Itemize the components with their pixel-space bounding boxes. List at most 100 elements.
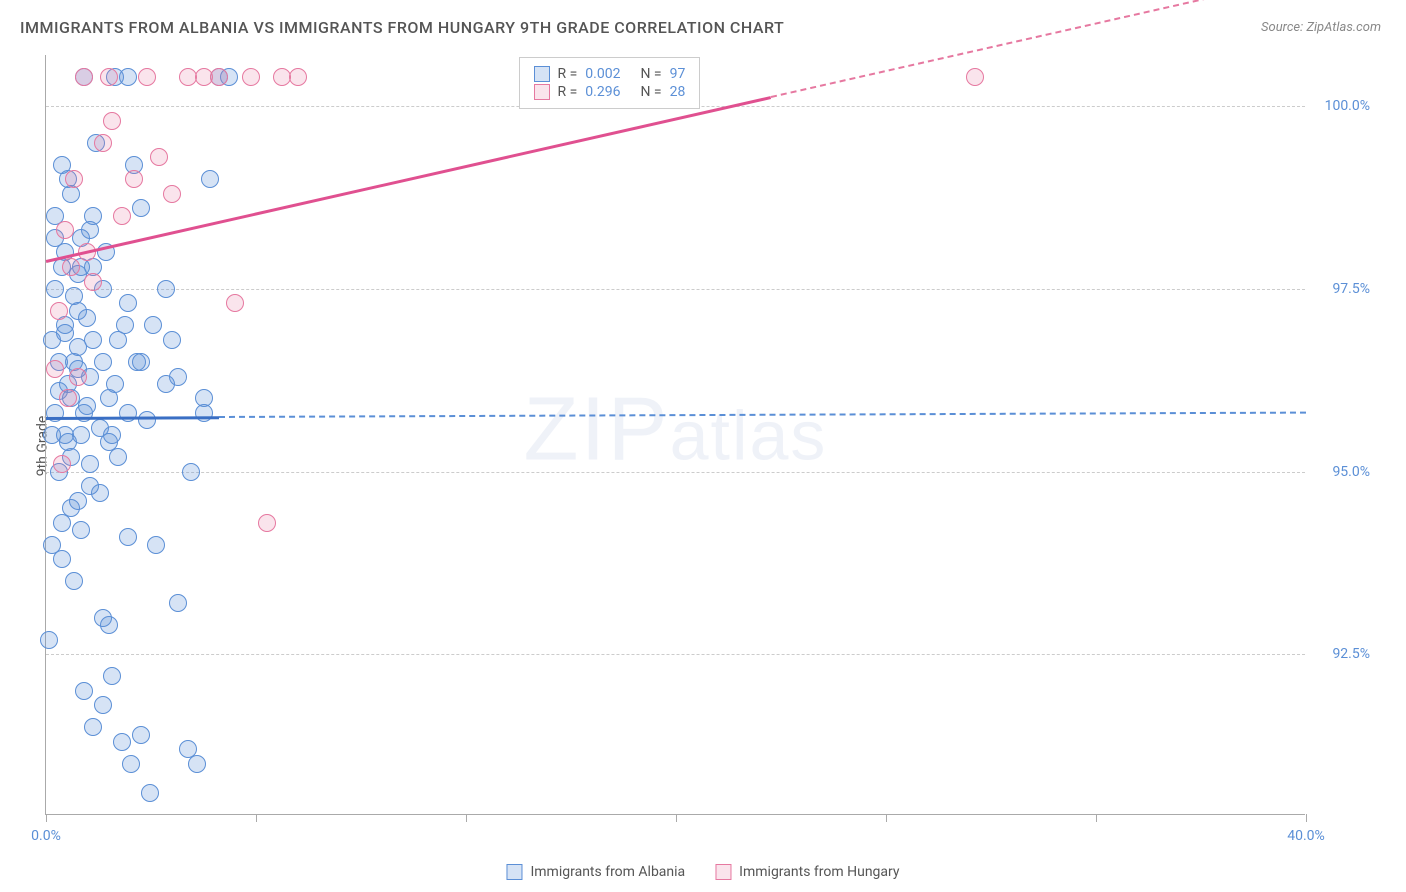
scatter-point [81, 455, 99, 473]
scatter-point [119, 294, 137, 312]
n-value: 28 [670, 84, 686, 100]
regression-line [46, 416, 219, 419]
scatter-point [132, 726, 150, 744]
scatter-point [94, 134, 112, 152]
scatter-point [53, 550, 71, 568]
ytick-label: 100.0% [1310, 98, 1370, 114]
legend-stats-row: R = 0.002N = 97 [534, 66, 686, 82]
regression-line [770, 0, 1306, 98]
scatter-point [75, 682, 93, 700]
scatter-point [65, 572, 83, 590]
r-value: 0.002 [585, 66, 620, 82]
scatter-point [169, 368, 187, 386]
scatter-point [106, 375, 124, 393]
regression-line [219, 412, 1306, 418]
scatter-point [119, 68, 137, 86]
chart-title: IMMIGRANTS FROM ALBANIA VS IMMIGRANTS FR… [20, 18, 784, 37]
legend-stats-row: R = 0.296N = 28 [534, 84, 686, 100]
plot-area: ZIPatlas 92.5%95.0%97.5%100.0%0.0%40.0%R… [45, 55, 1305, 815]
source-link[interactable]: ZipAtlas.com [1306, 20, 1381, 35]
scatter-point [103, 112, 121, 130]
scatter-point [43, 426, 61, 444]
scatter-point [113, 207, 131, 225]
scatter-point [144, 316, 162, 334]
chart-container: ZIPatlas 92.5%95.0%97.5%100.0%0.0%40.0%R… [45, 55, 1375, 815]
scatter-point [125, 170, 143, 188]
scatter-point [109, 331, 127, 349]
scatter-point [84, 718, 102, 736]
scatter-point [147, 536, 165, 554]
legend-label: Immigrants from Albania [530, 864, 685, 880]
scatter-point [72, 521, 90, 539]
scatter-point [78, 397, 96, 415]
scatter-point [132, 353, 150, 371]
scatter-point [188, 755, 206, 773]
scatter-point [150, 148, 168, 166]
watermark: ZIPatlas [524, 378, 828, 481]
scatter-point [100, 68, 118, 86]
regression-line [46, 96, 771, 262]
legend-item: Immigrants from Hungary [715, 864, 899, 880]
scatter-point [59, 433, 77, 451]
xtick [46, 814, 47, 822]
scatter-point [182, 463, 200, 481]
scatter-point [201, 170, 219, 188]
scatter-point [113, 733, 131, 751]
scatter-point [40, 631, 58, 649]
scatter-point [53, 455, 71, 473]
scatter-point [84, 331, 102, 349]
scatter-point [132, 199, 150, 217]
scatter-point [69, 338, 87, 356]
scatter-point [195, 404, 213, 422]
scatter-point [56, 221, 74, 239]
legend-swatch [715, 864, 731, 880]
scatter-point [242, 68, 260, 86]
scatter-point [59, 389, 77, 407]
gridline [46, 472, 1305, 473]
scatter-point [65, 287, 83, 305]
scatter-point [163, 185, 181, 203]
scatter-point [94, 696, 112, 714]
source-attribution: Source: ZipAtlas.com [1261, 20, 1381, 35]
scatter-point [65, 170, 83, 188]
legend-label: Immigrants from Hungary [739, 864, 899, 880]
r-value: 0.296 [585, 84, 620, 100]
scatter-point [100, 433, 118, 451]
scatter-point [46, 280, 64, 298]
scatter-point [138, 411, 156, 429]
scatter-point [138, 68, 156, 86]
scatter-point [46, 360, 64, 378]
scatter-point [157, 280, 175, 298]
scatter-point [56, 324, 74, 342]
xtick [1306, 814, 1307, 822]
scatter-point [163, 331, 181, 349]
scatter-point [62, 499, 80, 517]
xtick-label: 0.0% [31, 828, 61, 844]
legend-swatch [534, 66, 550, 82]
legend-swatch [506, 864, 522, 880]
scatter-point [69, 368, 87, 386]
scatter-point [75, 68, 93, 86]
xtick [256, 814, 257, 822]
bottom-legend: Immigrants from Albania Immigrants from H… [506, 864, 899, 880]
scatter-point [84, 273, 102, 291]
legend-swatch [534, 84, 550, 100]
ytick-label: 97.5% [1310, 281, 1370, 297]
scatter-point [226, 294, 244, 312]
ytick-label: 95.0% [1310, 464, 1370, 480]
xtick [676, 814, 677, 822]
scatter-point [119, 404, 137, 422]
xtick [1096, 814, 1097, 822]
scatter-point [119, 528, 137, 546]
scatter-point [258, 514, 276, 532]
scatter-point [103, 667, 121, 685]
legend-item: Immigrants from Albania [506, 864, 685, 880]
scatter-point [966, 68, 984, 86]
scatter-point [78, 309, 96, 327]
xtick-label: 40.0% [1287, 828, 1325, 844]
scatter-point [210, 68, 228, 86]
n-value: 97 [670, 66, 686, 82]
scatter-point [141, 784, 159, 802]
gridline [46, 289, 1305, 290]
scatter-point [100, 616, 118, 634]
